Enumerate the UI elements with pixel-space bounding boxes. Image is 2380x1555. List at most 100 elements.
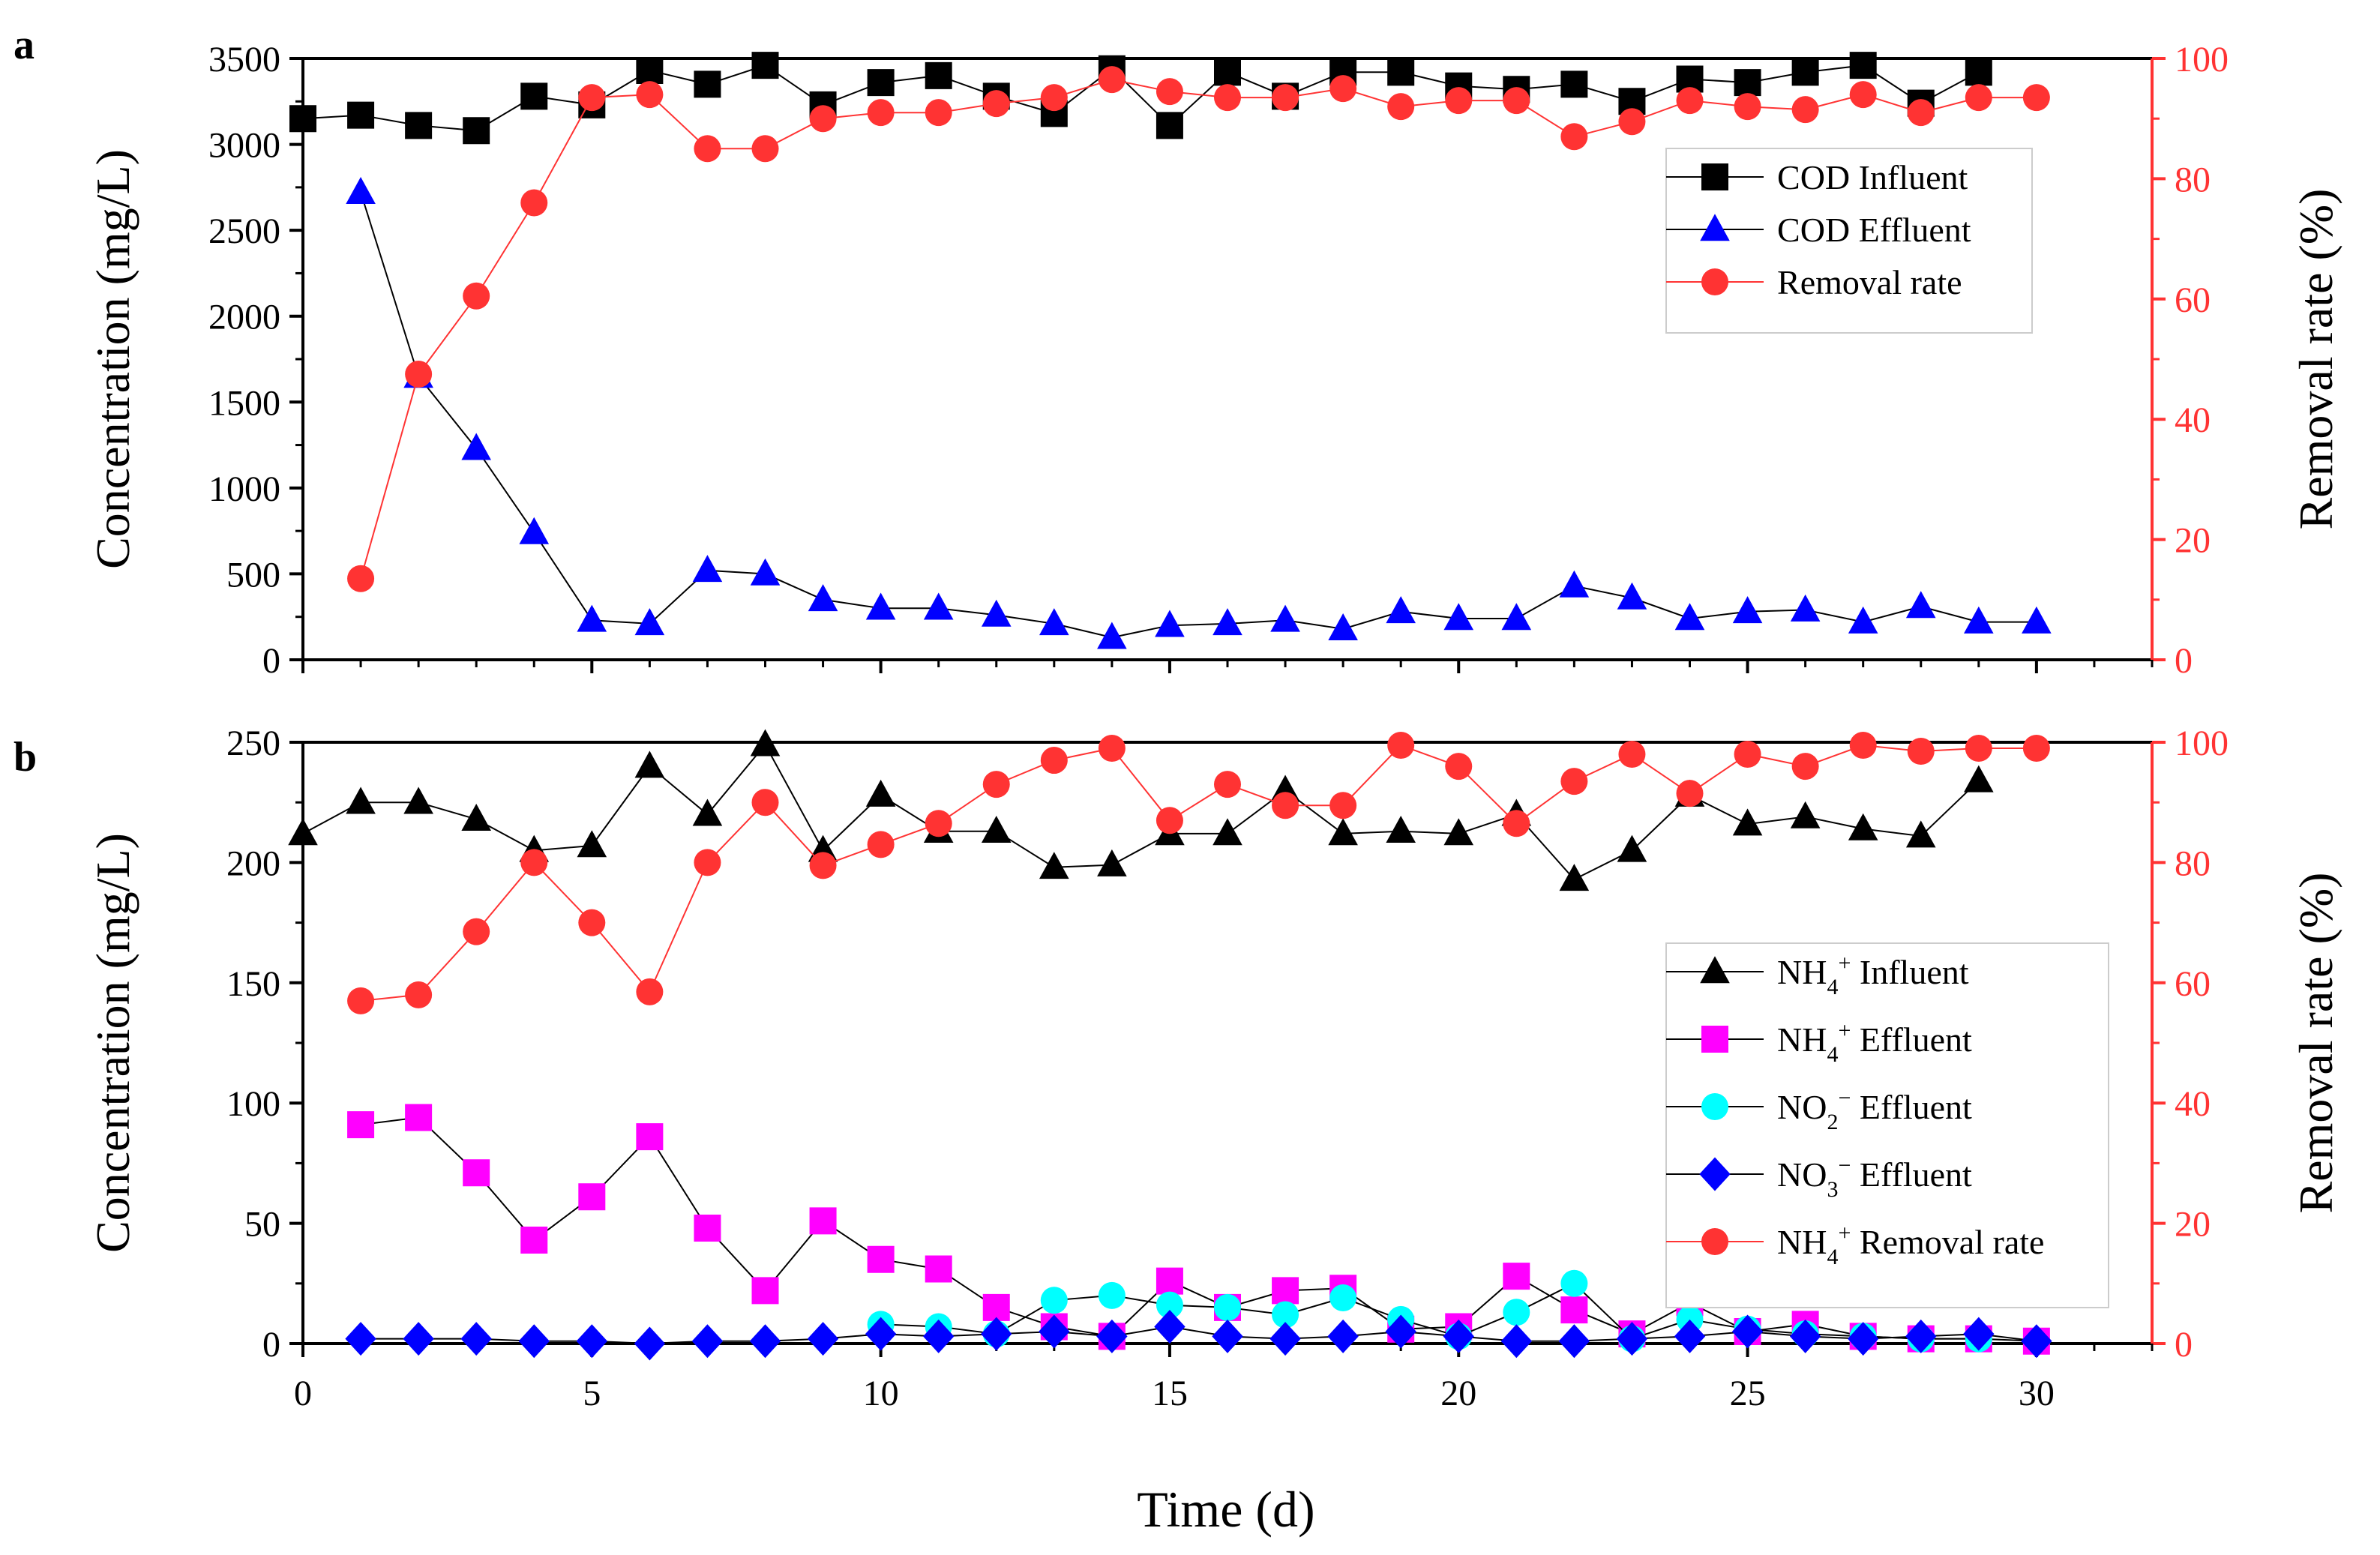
data-point (1558, 1324, 1590, 1359)
data-point (1156, 112, 1183, 139)
data-point (1156, 1267, 1183, 1295)
legend-label: NO2​−​ Effluent (1777, 1086, 1972, 1134)
series-1 (346, 177, 2052, 649)
data-point (403, 786, 433, 814)
data-point (1790, 801, 1821, 828)
data-point (692, 555, 723, 583)
data-point (288, 818, 318, 846)
data-point (1386, 815, 1416, 843)
data-point (750, 558, 781, 586)
data-point (1734, 741, 1761, 769)
x-tick-label: 10 (863, 1374, 899, 1413)
legend-label: NH4​+​ Influent (1777, 951, 1969, 999)
data-point (1269, 1322, 1301, 1356)
data-point (1847, 1322, 1879, 1356)
panel-label: b (13, 734, 37, 780)
data-point (694, 1215, 721, 1242)
data-point (2022, 84, 2050, 112)
data-point (520, 82, 548, 110)
data-point (636, 978, 664, 1005)
data-point (1154, 1310, 1186, 1344)
data-point (518, 1324, 550, 1359)
data-point (1560, 768, 1588, 795)
data-point (2022, 735, 2050, 763)
data-point (1387, 732, 1415, 760)
legend-marker (1699, 1157, 1731, 1191)
legend-label: NH4​+​ Removal rate (1777, 1221, 2044, 1269)
data-point (1212, 1319, 1243, 1353)
data-point (1734, 69, 1761, 97)
data-point (807, 1322, 839, 1356)
data-point (1270, 604, 1300, 632)
y-tick-label: 0 (262, 1325, 280, 1365)
data-point (347, 987, 375, 1014)
data-point (463, 282, 490, 310)
legend-item: Removal rate (1666, 263, 1962, 301)
y2-tick-label: 40 (2175, 1084, 2211, 1124)
y-tick-label: 250 (226, 724, 280, 763)
legend-marker (1700, 214, 1730, 241)
data-point (1964, 765, 1994, 792)
data-point (1385, 1314, 1416, 1349)
data-point (1732, 596, 1763, 624)
x-tick-label: 5 (583, 1374, 601, 1413)
data-point (1328, 613, 1358, 641)
data-point (749, 1324, 781, 1359)
x-tick-label: 25 (1730, 1374, 1766, 1413)
data-point (1155, 610, 1185, 637)
data-point (1096, 1319, 1128, 1353)
data-point (1732, 808, 1763, 836)
data-point (1328, 818, 1358, 846)
y-tick-label: 3000 (208, 126, 280, 166)
data-point (1214, 58, 1241, 86)
data-point (1445, 87, 1473, 115)
data-point (867, 831, 895, 858)
data-point (1676, 780, 1704, 807)
y-tick-label: 200 (226, 843, 280, 883)
data-point (463, 918, 490, 945)
legend: NH4​+​ Influent NH4​+​ Effluent NO2​−​ Eff… (1665, 942, 2109, 1308)
y2-tick-label: 40 (2175, 400, 2211, 440)
data-point (1039, 608, 1069, 636)
data-point (1443, 603, 1474, 631)
data-point (1443, 818, 1474, 846)
data-point (1618, 741, 1646, 769)
data-point (1272, 792, 1299, 819)
data-point (2021, 1324, 2052, 1359)
data-point (865, 592, 896, 620)
data-point (460, 1322, 492, 1356)
legend-label: Removal rate (1777, 263, 1962, 301)
data-point (1387, 93, 1415, 121)
legend-label: COD Effluent (1777, 211, 1971, 249)
data-point (1617, 582, 1647, 610)
data-point (1156, 78, 1183, 106)
data-point (578, 84, 606, 112)
data-point (1964, 606, 1994, 634)
y2-tick-label: 100 (2175, 724, 2229, 763)
data-point (405, 981, 433, 1008)
data-point (925, 61, 952, 89)
data-point (1098, 66, 1126, 94)
legend-item: COD Influent (1666, 158, 1968, 196)
x-tick-label: 15 (1152, 1374, 1188, 1413)
data-point (405, 1104, 433, 1131)
data-point (1503, 1299, 1530, 1326)
data-point (463, 117, 490, 145)
data-point (636, 81, 664, 109)
data-point (981, 599, 1012, 627)
data-point (1214, 1293, 1241, 1321)
data-point (865, 1317, 897, 1351)
data-point (1039, 1314, 1070, 1349)
data-point (1329, 75, 1357, 103)
data-point (1214, 771, 1241, 798)
y-tick-label: 1500 (208, 383, 280, 423)
data-point (1500, 1324, 1533, 1359)
data-point (1849, 81, 1877, 109)
data-point (346, 177, 376, 205)
data-point (634, 608, 665, 636)
series-3 (345, 1310, 2052, 1361)
data-point (1965, 58, 1992, 86)
data-point (1272, 84, 1299, 112)
data-point (1791, 96, 1819, 124)
data-point (1214, 84, 1241, 112)
